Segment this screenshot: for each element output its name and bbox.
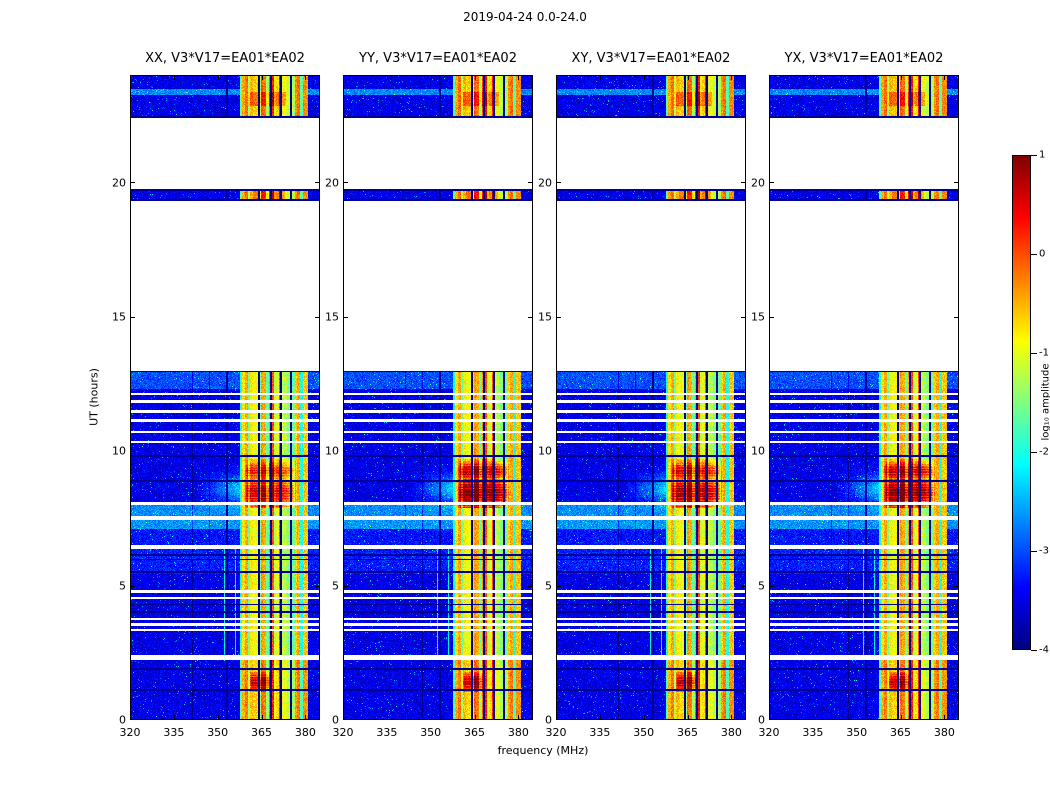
x-tick-label: 365 xyxy=(251,726,273,739)
colorbar-tick-label: 0 xyxy=(1039,248,1046,260)
x-tick-label: 320 xyxy=(332,726,354,739)
panel-title: YY, V3*V17=EA01*EA02 xyxy=(359,51,517,66)
x-tick-label: 350 xyxy=(207,726,229,739)
y-tick-label: 10 xyxy=(325,444,339,458)
colorbar-tick xyxy=(1031,253,1037,255)
colorbar-tick xyxy=(1031,649,1037,651)
y-tick-label: 0 xyxy=(758,713,765,727)
y-tick-label: 20 xyxy=(112,176,126,189)
colorbar-tick-label: -3 xyxy=(1039,545,1049,557)
y-tick-label: 5 xyxy=(332,579,339,593)
y-tick-label: 15 xyxy=(325,310,339,324)
colorbar-tick xyxy=(1031,154,1037,156)
x-tick-label: 380 xyxy=(720,726,742,739)
x-tick-label: 335 xyxy=(802,726,824,739)
x-tick-label: 320 xyxy=(119,726,141,739)
y-tick-label: 10 xyxy=(751,444,765,458)
y-tick-label: 5 xyxy=(758,579,765,593)
y-tick-label: 0 xyxy=(332,713,339,727)
y-tick-label: 10 xyxy=(538,444,552,458)
colorbar-label: log₁₀ amplitude xyxy=(1040,363,1050,441)
x-tick-label: 365 xyxy=(464,726,486,739)
x-tick-label: 320 xyxy=(545,726,567,739)
colorbar-tick xyxy=(1031,451,1037,453)
x-tick-label: 335 xyxy=(376,726,398,739)
y-tick-label: 20 xyxy=(325,176,339,189)
y-tick-label: 15 xyxy=(538,310,552,324)
colorbar-tick xyxy=(1031,352,1037,354)
y-tick-label: 10 xyxy=(112,444,126,458)
y-tick-label: 15 xyxy=(112,310,126,324)
y-tick-label: 0 xyxy=(545,713,552,727)
x-tick-label: 350 xyxy=(633,726,655,739)
colorbar-tick-label: -1 xyxy=(1039,347,1049,359)
y-axis-label: UT (hours) xyxy=(87,368,101,426)
x-axis-label: frequency (MHz) xyxy=(497,744,589,757)
figure-title: 2019-04-24 0.0-24.0 xyxy=(463,10,587,24)
y-tick-label: 15 xyxy=(751,310,765,324)
panel-title: YX, V3*V17=EA01*EA02 xyxy=(784,51,944,66)
colorbar-tick-label: -4 xyxy=(1039,644,1049,656)
spectrogram-panel-0 xyxy=(130,75,320,720)
colorbar-tick xyxy=(1031,550,1037,552)
panel-title: XY, V3*V17=EA01*EA02 xyxy=(571,51,731,66)
x-tick-label: 365 xyxy=(677,726,699,739)
x-tick-label: 380 xyxy=(933,726,955,739)
y-tick-label: 20 xyxy=(538,176,552,189)
x-tick-label: 350 xyxy=(846,726,868,739)
y-tick-label: 20 xyxy=(751,176,765,189)
x-tick-label: 365 xyxy=(890,726,912,739)
spectrogram-panel-1 xyxy=(343,75,533,720)
x-tick-label: 380 xyxy=(507,726,529,739)
spectrogram-panel-3 xyxy=(769,75,959,720)
colorbar xyxy=(1012,155,1031,650)
y-tick-label: 0 xyxy=(119,713,126,727)
x-tick-label: 380 xyxy=(294,726,316,739)
y-tick-label: 5 xyxy=(119,579,126,593)
colorbar-tick-label: -2 xyxy=(1039,446,1049,458)
x-tick-label: 320 xyxy=(758,726,780,739)
x-tick-label: 350 xyxy=(420,726,442,739)
x-tick-label: 335 xyxy=(163,726,185,739)
y-tick-label: 5 xyxy=(545,579,552,593)
x-tick-label: 335 xyxy=(589,726,611,739)
spectrogram-panel-2 xyxy=(556,75,746,720)
panel-title: XX, V3*V17=EA01*EA02 xyxy=(145,51,305,66)
colorbar-tick-label: 1 xyxy=(1039,149,1046,161)
